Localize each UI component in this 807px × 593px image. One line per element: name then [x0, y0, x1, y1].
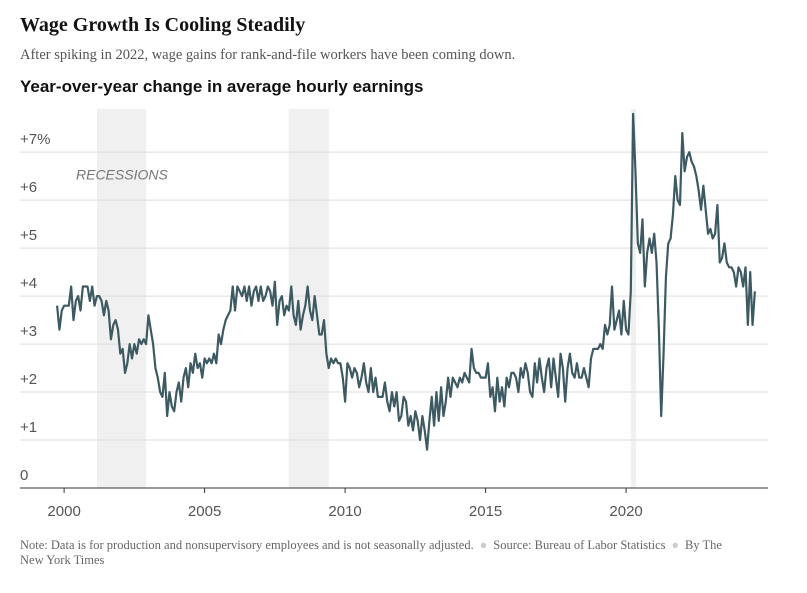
recession-label: RECESSIONS — [76, 167, 168, 183]
note: Note: Data is for production and nonsupe… — [20, 538, 474, 552]
recession-band — [96, 109, 147, 488]
x-tick-label: 2020 — [609, 503, 642, 520]
credit: By The New York Times — [20, 538, 722, 567]
y-tick-label: +1 — [20, 419, 37, 436]
x-tick-label: 2015 — [469, 503, 502, 520]
y-tick-label: +2 — [20, 371, 37, 388]
y-tick-label: +3 — [20, 323, 37, 340]
x-tick-label: 2000 — [47, 503, 80, 520]
x-tick-label: 2010 — [328, 503, 361, 520]
y-tick-label: 0 — [20, 467, 28, 484]
footnote: Note: Data is for production and nonsupe… — [20, 538, 740, 568]
separator: ● — [671, 538, 680, 552]
separator: ● — [479, 538, 488, 552]
y-tick-label: +5 — [20, 227, 37, 244]
recession-band — [630, 109, 636, 488]
y-tick-label: +6 — [20, 179, 37, 196]
x-tick-label: 2005 — [188, 503, 221, 520]
y-tick-label: +4 — [20, 275, 37, 292]
subtitle: After spiking in 2022, wage gains for ra… — [20, 47, 516, 63]
title: Wage Growth Is Cooling Steadily — [20, 14, 306, 36]
y-tick-label: +7% — [20, 131, 50, 148]
chart-heading: Year-over-year change in average hourly … — [20, 77, 424, 96]
data-line — [55, 112, 756, 451]
source: Source: Bureau of Labor Statistics — [493, 538, 666, 552]
